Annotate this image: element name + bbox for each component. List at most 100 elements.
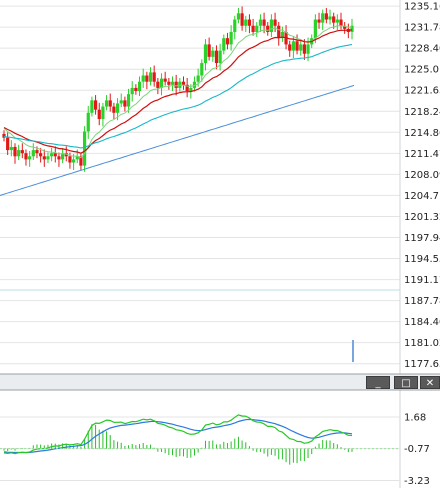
candle-body: [266, 25, 270, 32]
candle-body: [123, 100, 127, 107]
price-tick-label: 1208.09: [404, 170, 440, 181]
candle-body: [20, 150, 24, 154]
candle-body: [211, 50, 215, 57]
candle-body: [57, 156, 61, 160]
candle-body: [115, 103, 120, 113]
candle-body: [101, 106, 105, 119]
candle-body: [126, 94, 131, 107]
candle-body: [288, 44, 292, 51]
price-tick-label: 1228.40: [404, 44, 440, 55]
candle-body: [156, 81, 160, 88]
candle-body: [50, 153, 54, 157]
close-button[interactable]: ✕: [420, 376, 440, 389]
candle-body: [317, 19, 321, 23]
price-tick-label: 1214.86: [404, 128, 440, 139]
candle-body: [255, 25, 259, 32]
maximize-icon: □: [401, 378, 411, 389]
candle-body: [200, 63, 204, 76]
price-tick-label: 1191.17: [404, 275, 440, 286]
candle-body: [189, 87, 193, 92]
candle-body: [207, 44, 211, 57]
candle-body: [130, 87, 134, 95]
macd-line: [3, 414, 353, 455]
candle-body: [82, 131, 87, 166]
candle-body: [104, 100, 109, 107]
candle-body: [24, 153, 28, 160]
candle-body: [192, 81, 197, 88]
candle-body: [233, 19, 237, 32]
candle-body: [225, 38, 230, 45]
candle-body: [86, 112, 90, 132]
price-tick-label: 1218.24: [404, 107, 440, 118]
price-tick-label: 1194.55: [404, 254, 440, 265]
candle-body: [236, 13, 241, 20]
price-marker: [352, 340, 354, 362]
candle-body: [229, 31, 233, 45]
candle-body: [251, 25, 255, 32]
candle-body: [181, 81, 186, 85]
candle-body: [9, 146, 13, 151]
pane-splitter: [0, 374, 440, 390]
candle-body: [61, 153, 65, 160]
price-tick-label: 1225.01: [404, 65, 440, 76]
candle-body: [46, 156, 50, 160]
candle-body: [42, 156, 46, 160]
candle-body: [269, 19, 274, 32]
macd-tick-label: 1.68: [404, 412, 426, 423]
price-tick-label: 1197.94: [404, 233, 440, 244]
candle-body: [152, 72, 156, 82]
candle-body: [350, 25, 354, 32]
candle-body: [295, 41, 299, 51]
candle-body: [174, 81, 178, 88]
price-tick-label: 1211.47: [404, 149, 440, 160]
price-tick-label: 1221.63: [404, 86, 440, 97]
candle-body: [170, 81, 175, 85]
candle-body: [90, 100, 94, 113]
candle-body: [339, 19, 343, 26]
price-tick-label: 1201.32: [404, 212, 440, 223]
price-tick-label: 1187.78: [404, 296, 440, 307]
candle-body: [141, 75, 145, 82]
candle-body: [299, 44, 303, 51]
candle-body: [97, 109, 101, 119]
candle-body: [72, 159, 76, 163]
candle-body: [291, 41, 295, 51]
price-tick-label: 1235.16: [404, 2, 440, 13]
candle-body: [273, 19, 277, 26]
candle-body: [134, 87, 138, 92]
candle-body: [343, 25, 347, 29]
maximize-button[interactable]: □: [394, 376, 418, 389]
candle-body: [75, 156, 79, 160]
price-tick-label: 1177.63: [404, 359, 440, 370]
candle-body: [196, 75, 200, 82]
candle-body: [167, 81, 171, 85]
ma-very-fast-line: [3, 25, 353, 159]
price-tick-label: 1204.71: [404, 191, 440, 202]
candle-body: [163, 78, 167, 82]
candle-body: [277, 25, 281, 39]
price-tick-label: 1231.78: [404, 23, 440, 34]
candle-body: [148, 72, 153, 82]
candle-body: [321, 13, 325, 23]
candle-body: [53, 153, 57, 157]
candle-body: [306, 44, 310, 54]
candle-body: [31, 150, 35, 157]
candle-body: [112, 106, 116, 113]
candle-body: [240, 13, 244, 26]
ma-mid-line: [3, 43, 353, 149]
candle-body: [335, 19, 339, 23]
candle-body: [244, 19, 248, 26]
ma-fast-line: [3, 29, 353, 154]
candle-body: [222, 38, 226, 51]
minimize-icon: _: [375, 378, 381, 389]
candle-body: [328, 16, 332, 20]
candle-body: [28, 156, 32, 160]
candle-body: [39, 153, 43, 157]
minimize-button[interactable]: _: [366, 376, 390, 389]
candle-body: [17, 150, 21, 157]
candle-body: [93, 100, 98, 110]
candle-body: [280, 31, 284, 39]
candle-body: [185, 84, 189, 92]
candle-body: [159, 78, 164, 88]
